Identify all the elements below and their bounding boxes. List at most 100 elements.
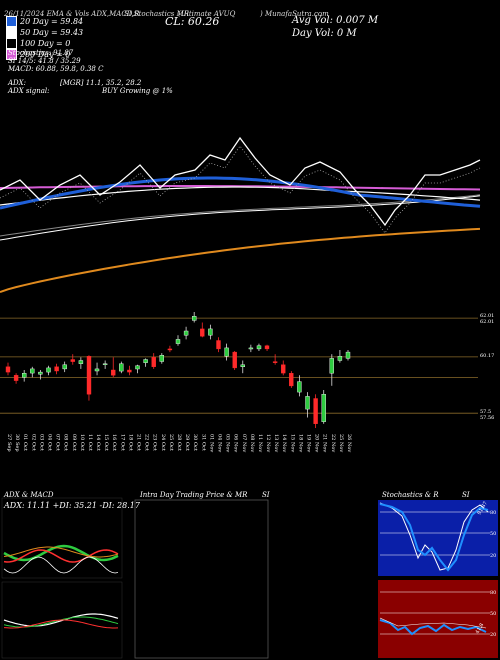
adx-panel-title: ADX & MACD [4, 491, 54, 499]
candle-body [305, 396, 310, 410]
day-vol-label: Day Vol: 0 M [292, 28, 357, 39]
candle-body [191, 316, 197, 321]
candle-body [248, 347, 254, 350]
adx-minus-di-line [3, 549, 119, 563]
legend-label-50: 50 Day = 59.43 [20, 28, 84, 37]
date-tick-label: 25 Oct [168, 434, 174, 451]
rsi-tick-label: 20 [490, 632, 496, 638]
date-tick-label: 17 Oct [119, 434, 125, 451]
date-tick-label: 18 Nov [297, 434, 303, 452]
date-tick-label: 30 Sep [14, 434, 20, 452]
candle-body [70, 359, 76, 362]
adx-white-line [3, 556, 119, 574]
ema-20-line [0, 176, 481, 210]
adx-text: ADX: [8, 79, 27, 87]
ema-chart [0, 136, 481, 293]
date-tick-label: 22 Nov [330, 434, 336, 452]
candle-body [240, 364, 246, 368]
date-tick-label: 24 Oct [160, 434, 166, 451]
candle-body [38, 371, 43, 375]
legend-20-day: 20 Day = 59.84 [6, 16, 83, 27]
candle-body [94, 368, 100, 372]
candle-body [281, 364, 286, 374]
date-tick-label: 14 Oct [95, 434, 101, 451]
candle-body [13, 375, 19, 381]
macd-line [3, 613, 119, 627]
date-tick-label: 01 Nov [208, 434, 214, 452]
date-tick-label: 05 Nov [225, 434, 231, 452]
date-tick-label: 04 Oct [46, 434, 52, 451]
adx-signal-text: ADX signal: [8, 87, 50, 95]
date-tick-label: 16 Oct [111, 434, 117, 451]
macd-hist-line [3, 619, 119, 629]
adx-plus-di-line [3, 544, 119, 562]
candle-body [200, 328, 205, 337]
candle-body [224, 347, 229, 357]
date-tick-label: 21 Nov [322, 434, 328, 452]
close-label: CL: 60.26 [165, 15, 220, 28]
stoch-panel-title: Stochastics & R [382, 491, 439, 499]
candle-body [256, 345, 262, 350]
date-tick-label: 09 Oct [71, 434, 77, 451]
rsi-blue-line [379, 619, 487, 636]
candle-body [232, 351, 237, 369]
price-axis-label: 57.56 [480, 415, 494, 421]
candle-body [208, 328, 213, 336]
header-date-line: 26/11/2024 EMA & Vols ADX,MACD,R [4, 10, 140, 18]
legend-swatch-200 [6, 49, 17, 60]
candle-body [54, 366, 59, 372]
ema-band-lower [0, 194, 481, 237]
date-tick-label: 31 Oct [200, 434, 206, 451]
signal-dotted-line [0, 145, 481, 234]
rsi-panel [378, 580, 498, 658]
date-tick-label: 15 Nov [289, 434, 295, 452]
candle-body [22, 373, 27, 378]
intra-panel-si: SI [262, 491, 270, 499]
price-axis-label: 62.01 [480, 319, 494, 325]
date-tick-label: 18 Oct [127, 434, 133, 451]
date-tick-label: 11 Nov [257, 434, 263, 452]
stoch-panel-si: SI [462, 491, 470, 499]
candle-body [62, 364, 67, 370]
legend-swatch-50 [6, 27, 17, 38]
date-tick-label: 29 Oct [184, 434, 190, 451]
ema-50-line [0, 186, 481, 206]
legend-label-100: 100 Day = 0 [20, 39, 71, 48]
price-axis-label: 57.5 [480, 409, 491, 415]
header-right-line: ) MunafaSutra.com [260, 10, 329, 18]
candle-body [78, 360, 84, 364]
rsi-white-line [379, 617, 487, 629]
legend-label-200: 200 Day = 0 [20, 50, 71, 59]
candle-body [337, 356, 343, 361]
candle-body [183, 330, 189, 336]
ema-orange-line [0, 227, 481, 293]
stoch-tick-label: 50 [490, 531, 496, 537]
date-tick-label: 28 Oct [176, 434, 182, 451]
candle-body [143, 359, 148, 363]
date-tick-label: 25 Nov [338, 434, 344, 452]
date-tick-label: 20 Nov [314, 434, 320, 452]
date-tick-label: 01 Oct [22, 434, 28, 451]
date-tick-label: 04 Nov [216, 434, 222, 452]
candle-body [264, 345, 270, 350]
date-tick-label: 14 Nov [281, 434, 287, 452]
date-axis: 27 Sep 30 Sep 01 Oct 02 Oct 03 Oct 04 Oct 07 O… [6, 434, 352, 452]
date-tick-label: 08 Oct [63, 434, 69, 451]
ema-band-upper [0, 195, 481, 241]
date-tick-label: 27 Sep [6, 434, 12, 452]
adx-orange-line [3, 546, 119, 558]
candle-body [119, 363, 124, 372]
date-tick-label: 11 Oct [87, 434, 93, 451]
stoch-tick-label: 20 [490, 553, 496, 559]
candle-body [86, 356, 92, 395]
candle-body [321, 394, 326, 422]
candle-body [167, 348, 173, 351]
date-tick-label: 07 Nov [241, 434, 247, 452]
date-tick-label: 19 Nov [306, 434, 312, 452]
price-axis-label: 60.17 [480, 353, 494, 359]
stoch-blue-line [379, 503, 489, 572]
date-tick-label: 02 Oct [30, 434, 36, 451]
